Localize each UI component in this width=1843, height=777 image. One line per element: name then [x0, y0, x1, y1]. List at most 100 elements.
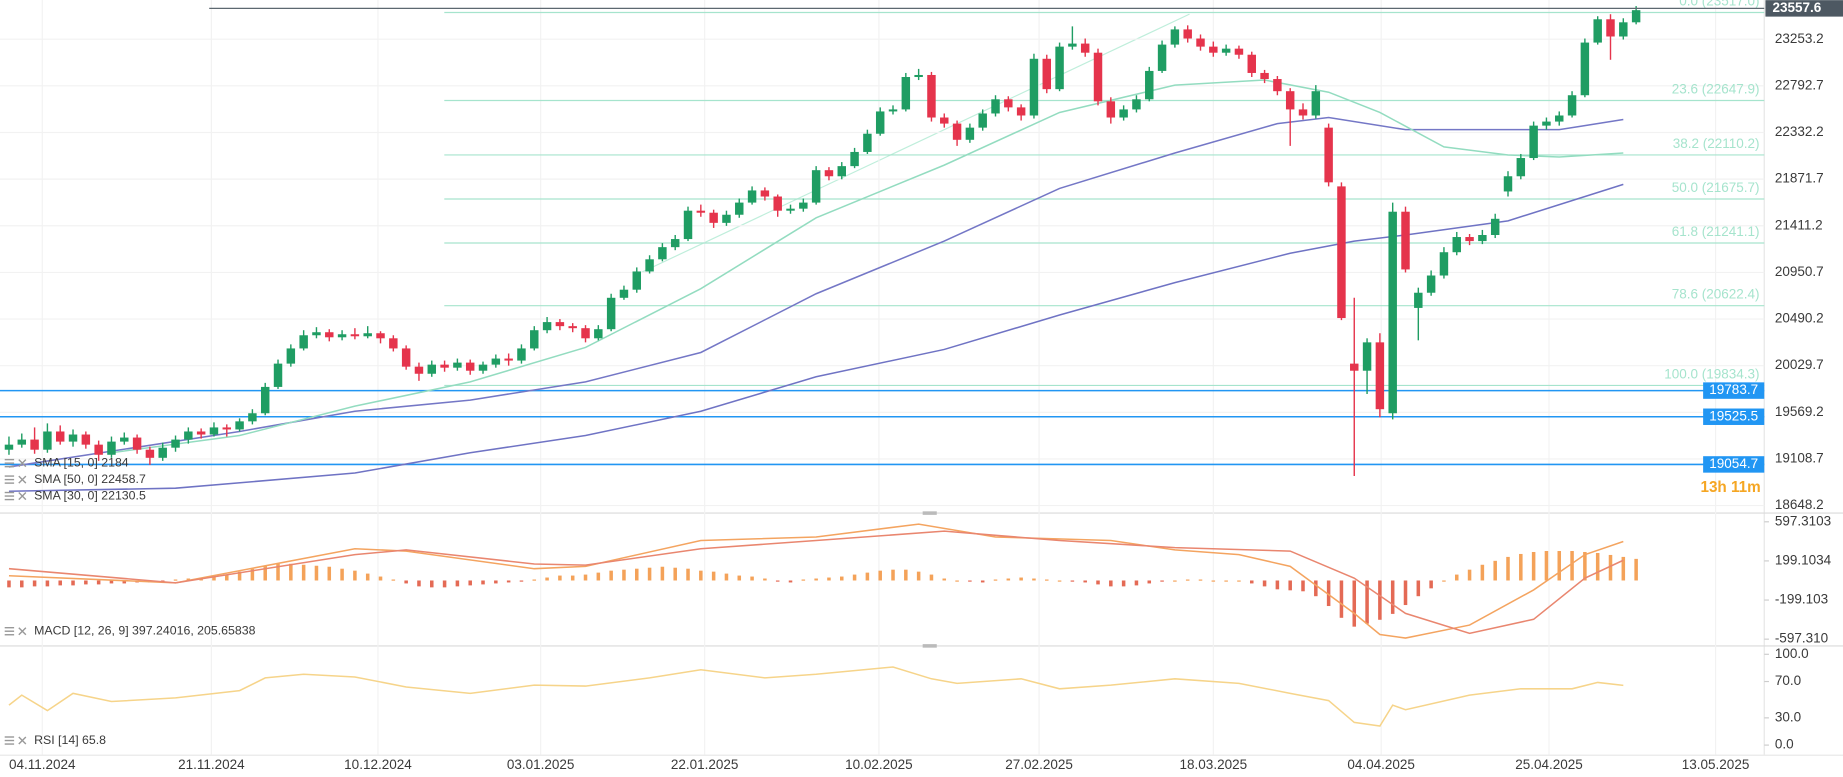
fib-level-label: 23.6 (22647.9)	[1672, 81, 1760, 96]
y-tick-label: 18648.2	[1775, 497, 1824, 512]
y-tick-label: 22792.7	[1775, 77, 1824, 92]
candle-body	[824, 170, 834, 177]
fib-level-label: 78.6 (20622.4)	[1672, 287, 1760, 302]
candle-body	[68, 434, 78, 442]
histogram-bar	[1070, 580, 1075, 582]
candle-body	[978, 113, 987, 128]
candle-body	[799, 202, 808, 209]
histogram-bar	[519, 580, 524, 582]
candle-body	[658, 247, 667, 260]
candle-body	[1388, 211, 1397, 414]
histogram-bar	[391, 579, 396, 581]
candle-body	[1567, 95, 1577, 116]
histogram-bar	[1378, 580, 1382, 620]
histogram-bar	[1608, 554, 1613, 581]
histogram-bar	[1493, 560, 1497, 581]
y-tick-label: 100.0	[1775, 646, 1809, 661]
candle-body	[235, 421, 244, 430]
histogram-bar	[1134, 580, 1139, 586]
x-tick-label: 10.02.2025	[845, 757, 913, 772]
candle-body	[43, 431, 52, 450]
candle-body	[440, 364, 449, 368]
last-price-tag	[1765, 0, 1843, 17]
histogram-bar	[237, 571, 242, 581]
histogram-bar	[468, 580, 472, 586]
histogram-bar	[1288, 580, 1292, 591]
histogram-bar	[481, 580, 485, 585]
x-tick-label: 03.01.2025	[507, 757, 575, 772]
countdown-timer: 13h 11m	[1700, 479, 1760, 496]
histogram-bar	[852, 574, 857, 581]
histogram-bar	[1044, 579, 1049, 581]
candle-body	[414, 366, 424, 374]
histogram-bar	[212, 576, 216, 581]
candle-body	[1119, 109, 1128, 118]
front-layer: 04.11.2024 21.11.2024 10.12.2024 03.01.2025…	[4, 0, 1843, 772]
candle-body	[914, 74, 923, 78]
candle-body	[1004, 99, 1013, 108]
histogram-bar	[647, 567, 652, 581]
candle-body	[1542, 121, 1551, 126]
candle-body	[273, 363, 283, 387]
candle-body	[1273, 79, 1282, 92]
candle-body	[504, 358, 513, 361]
candle-body	[1145, 70, 1154, 100]
histogram-bar	[840, 576, 844, 581]
candle-body	[299, 335, 308, 349]
histogram-bar	[1301, 580, 1305, 592]
histogram-bar	[1057, 580, 1062, 582]
indicator-line	[8, 530, 1624, 635]
candle-body	[594, 329, 603, 339]
candle-body	[1157, 44, 1167, 71]
histogram-bar	[1544, 551, 1549, 581]
histogram-bar	[417, 580, 421, 587]
candle-body	[1414, 292, 1423, 308]
candle-body	[568, 326, 577, 329]
candle-body	[901, 77, 911, 110]
y-tick-label: 19108.7	[1775, 451, 1824, 466]
candle-body	[184, 431, 193, 440]
candle-body	[1426, 275, 1436, 293]
candle-body	[453, 362, 462, 368]
x-tick-label: 22.01.2025	[671, 757, 739, 772]
candle-body	[581, 328, 590, 339]
icon-close	[18, 627, 27, 636]
y-tick-label: 0.0	[1775, 737, 1794, 752]
candle-body	[1439, 252, 1449, 276]
candle-body	[645, 259, 654, 272]
candle-body	[1516, 158, 1526, 177]
candle-body	[1183, 29, 1192, 39]
candle-body	[401, 348, 411, 367]
y-tick-label: 20950.7	[1775, 264, 1824, 279]
last-price-label: 23557.6	[1772, 0, 1821, 15]
candle-body	[248, 413, 257, 422]
candle-body	[735, 202, 744, 215]
candle-body	[863, 133, 872, 152]
histogram-bar	[942, 578, 947, 581]
histogram-bar	[1032, 578, 1036, 581]
candle-body	[158, 447, 167, 458]
candle-body	[1465, 237, 1474, 242]
histogram-bar	[1339, 580, 1344, 618]
fib-level-label: 0.0 (23517.0)	[1679, 0, 1759, 8]
histogram-bar	[673, 567, 677, 581]
candle-body	[619, 289, 629, 298]
candle-body	[312, 332, 321, 336]
x-tick-label: 04.11.2024	[9, 757, 76, 772]
histogram-bar	[814, 578, 818, 581]
candle-body	[1285, 91, 1295, 110]
background-layer: 0.0 (23517.0) 23.6 (22647.9) 38.2 (22110.2…	[0, 0, 1765, 493]
histogram-bar	[724, 573, 729, 581]
candle-body	[120, 437, 129, 442]
candle-body	[670, 239, 680, 248]
histogram-bar	[1249, 580, 1254, 584]
candle-body	[1029, 58, 1039, 116]
y-tick-label: 199.1034	[1775, 552, 1832, 567]
candle-body	[350, 334, 360, 337]
y-tick-label: 70.0	[1775, 673, 1801, 688]
histogram-bar	[1160, 580, 1164, 582]
candle-body	[1209, 46, 1218, 53]
histogram-bar	[314, 565, 319, 581]
